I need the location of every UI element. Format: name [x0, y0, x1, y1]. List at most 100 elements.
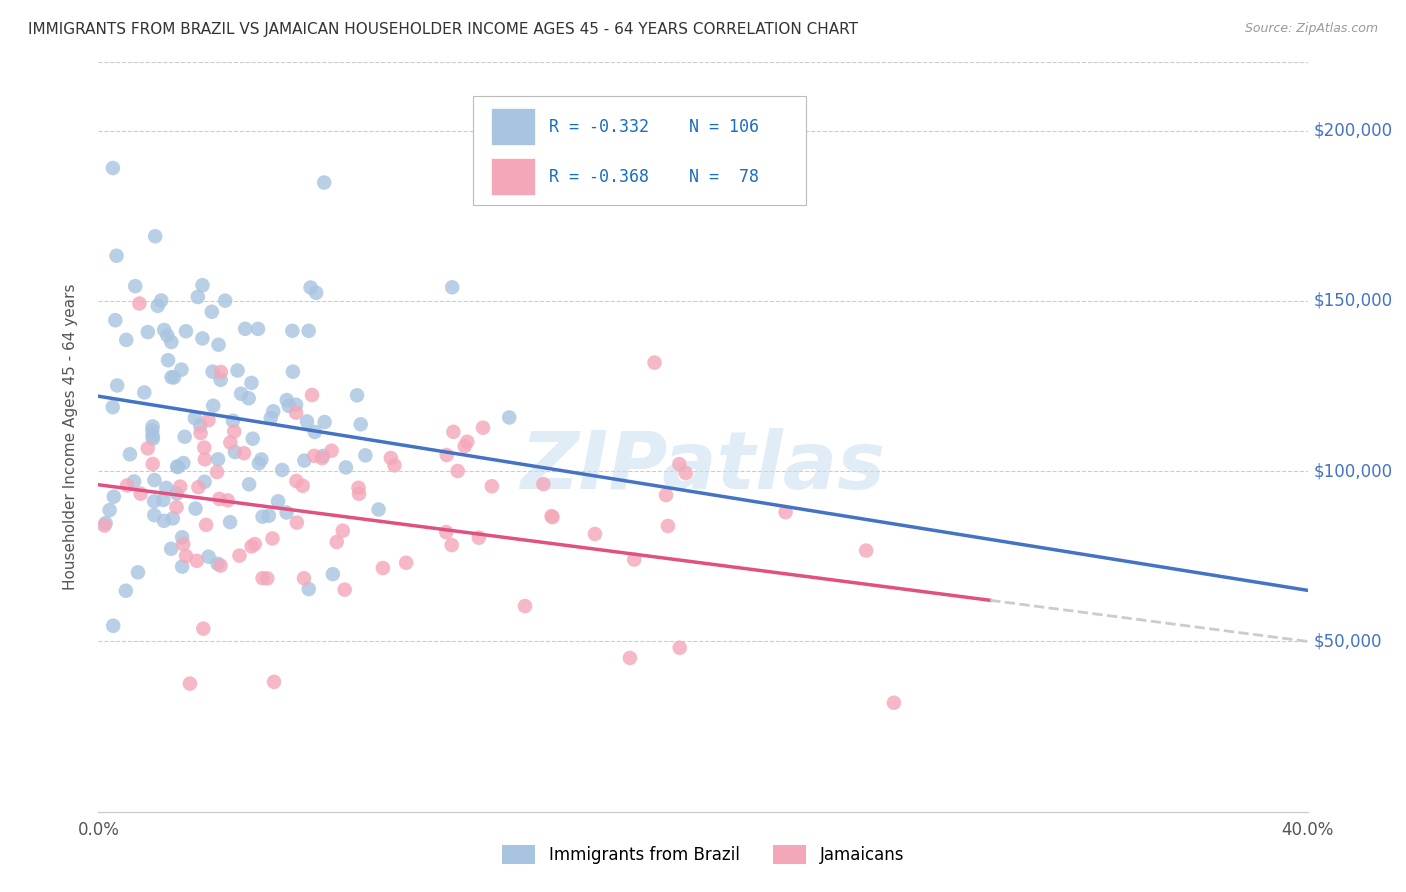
Point — [122, 475, 145, 489]
Point — [481, 479, 503, 493]
Point — [224, 445, 246, 459]
Point — [224, 425, 246, 439]
Point — [187, 290, 209, 304]
Point — [129, 486, 152, 500]
Point — [228, 549, 250, 563]
Point — [304, 425, 326, 439]
FancyBboxPatch shape — [492, 159, 534, 195]
Point — [115, 583, 138, 598]
Point — [456, 434, 478, 449]
Point — [155, 481, 177, 495]
Point — [162, 511, 184, 525]
Point — [291, 479, 314, 493]
Point — [668, 457, 690, 471]
Point — [855, 543, 877, 558]
Point — [262, 404, 284, 418]
Point — [240, 376, 263, 390]
Point — [257, 508, 280, 523]
Legend: Immigrants from Brazil, Jamaicans: Immigrants from Brazil, Jamaicans — [495, 838, 911, 871]
Point — [346, 388, 368, 402]
Point — [141, 424, 163, 438]
Point — [441, 280, 464, 294]
Point — [252, 509, 274, 524]
Point — [243, 537, 266, 551]
Point — [350, 417, 373, 432]
Point — [101, 161, 124, 175]
Point — [160, 370, 183, 384]
Point — [354, 448, 377, 462]
Point — [207, 557, 229, 571]
Point — [271, 463, 294, 477]
Text: $150,000: $150,000 — [1313, 292, 1393, 310]
Point — [143, 508, 166, 523]
Point — [312, 449, 335, 463]
Point — [104, 313, 127, 327]
Point — [657, 519, 679, 533]
Point — [775, 505, 797, 519]
Point — [623, 552, 645, 566]
Point — [314, 415, 336, 429]
Point — [142, 429, 165, 443]
Point — [103, 619, 125, 633]
Point — [174, 549, 197, 563]
Point — [644, 355, 666, 369]
Point — [201, 304, 224, 318]
Point — [190, 425, 212, 440]
Point — [531, 477, 554, 491]
Point — [195, 517, 218, 532]
Text: IMMIGRANTS FROM BRAZIL VS JAMAICAN HOUSEHOLDER INCOME AGES 45 - 64 YEARS CORRELA: IMMIGRANTS FROM BRAZIL VS JAMAICAN HOUSE… — [28, 22, 858, 37]
Text: R = -0.368    N =  78: R = -0.368 N = 78 — [550, 168, 759, 186]
Point — [157, 353, 180, 368]
Text: R = -0.332    N = 106: R = -0.332 N = 106 — [550, 118, 759, 136]
Point — [276, 393, 298, 408]
Point — [166, 459, 188, 474]
Point — [540, 509, 562, 524]
Point — [238, 477, 260, 491]
Point — [256, 571, 278, 585]
Point — [247, 322, 270, 336]
Point — [655, 488, 678, 502]
Point — [384, 458, 406, 473]
Point — [163, 370, 186, 384]
Point — [321, 443, 343, 458]
Point — [152, 493, 174, 508]
Point — [103, 490, 125, 504]
Point — [160, 541, 183, 556]
Point — [285, 516, 308, 530]
Point — [166, 486, 188, 500]
Point — [276, 506, 298, 520]
Point — [197, 413, 219, 427]
Point — [380, 450, 402, 465]
Point — [281, 324, 304, 338]
Point — [150, 293, 173, 308]
Point — [446, 464, 468, 478]
Point — [208, 491, 231, 506]
Point — [128, 296, 150, 310]
Point — [201, 365, 224, 379]
Point — [209, 373, 232, 387]
Point — [302, 449, 325, 463]
Point — [207, 452, 229, 467]
Point — [142, 419, 165, 434]
Point — [115, 333, 138, 347]
Point — [441, 425, 464, 439]
Point — [242, 432, 264, 446]
Point — [205, 465, 228, 479]
Point — [153, 514, 176, 528]
Point — [367, 502, 389, 516]
Point — [124, 279, 146, 293]
Point — [188, 418, 211, 433]
Point — [468, 531, 491, 545]
Text: $50,000: $50,000 — [1313, 632, 1382, 650]
Point — [252, 571, 274, 585]
Point — [98, 503, 121, 517]
Point — [194, 452, 217, 467]
Point — [301, 388, 323, 402]
Point — [322, 567, 344, 582]
Point — [136, 442, 159, 456]
Point — [285, 474, 308, 488]
Point — [668, 640, 690, 655]
Point — [347, 481, 370, 495]
Point — [277, 399, 299, 413]
Point — [146, 299, 169, 313]
